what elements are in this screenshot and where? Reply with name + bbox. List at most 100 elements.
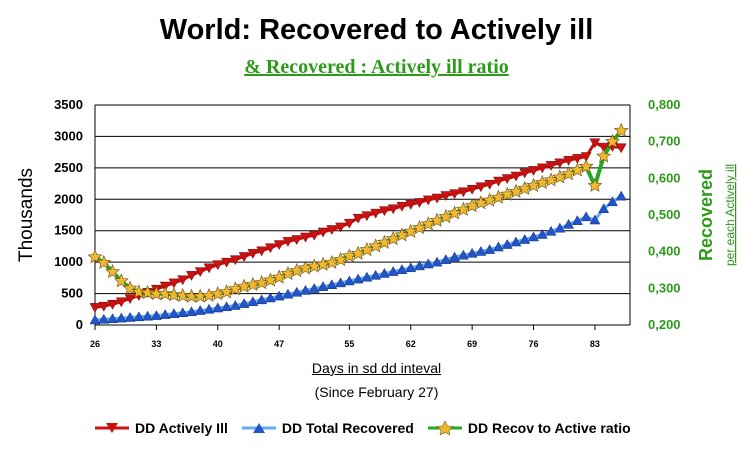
point-actively-ill	[361, 211, 373, 222]
point-actively-ill	[273, 240, 285, 251]
point-recovered	[563, 218, 575, 229]
y-tick-label-right: 0,400	[648, 244, 681, 259]
point-actively-ill	[98, 301, 110, 312]
legend-swatch-ratio	[427, 421, 462, 435]
point-actively-ill	[519, 168, 531, 179]
y-tick-label-left: 1500	[54, 223, 83, 238]
point-ratio	[403, 223, 419, 238]
point-actively-ill	[475, 182, 487, 193]
point-recovered	[89, 314, 101, 325]
point-actively-ill	[107, 300, 118, 310]
point-recovered	[107, 313, 118, 323]
y-tick-label-right: 0,600	[648, 170, 681, 185]
point-ratio	[455, 201, 471, 216]
point-ratio	[605, 133, 620, 148]
point-actively-ill	[317, 227, 329, 238]
point-actively-ill	[203, 263, 215, 274]
point-recovered	[554, 222, 566, 233]
point-recovered	[510, 236, 522, 247]
point-actively-ill	[554, 158, 566, 169]
point-recovered	[247, 296, 259, 306]
point-actively-ill	[221, 257, 232, 268]
point-recovered	[493, 241, 504, 252]
point-actively-ill	[300, 232, 311, 243]
y-axis-label-left: Thousands	[16, 168, 37, 262]
point-actively-ill	[352, 213, 364, 224]
x-axis-label: Days in sd dd inteval	[311, 360, 442, 376]
point-recovered	[414, 260, 425, 271]
point-actively-ill	[115, 297, 127, 308]
y-tick-label-right: 0,800	[648, 97, 681, 112]
point-recovered	[352, 273, 364, 284]
point-recovered	[449, 251, 461, 262]
y-tick-label-left: 0	[76, 317, 83, 332]
point-recovered	[282, 288, 294, 299]
point-actively-ill	[405, 200, 417, 210]
point-recovered	[300, 284, 311, 295]
point-ratio	[394, 227, 410, 242]
point-ratio	[587, 177, 603, 192]
point-recovered	[361, 271, 373, 282]
point-recovered	[440, 254, 452, 264]
legend-swatch-actively-ill	[95, 423, 129, 433]
point-recovered	[317, 281, 329, 291]
series-markers	[87, 122, 629, 325]
chart-subtitle: & Recovered : Actively ill ratio	[244, 56, 509, 78]
point-ratio	[368, 238, 384, 253]
y-axis-label-right: Recovered	[696, 169, 716, 261]
point-recovered	[291, 286, 303, 297]
point-actively-ill	[422, 195, 434, 206]
point-recovered	[308, 283, 320, 293]
point-actively-ill	[387, 204, 399, 215]
point-ratio	[561, 166, 577, 181]
x-tick-label: 40	[213, 339, 223, 349]
point-recovered	[115, 312, 127, 323]
legend: DD Actively Ill DD Total Recovered DD Re…	[95, 420, 645, 436]
y-tick-label-left: 2500	[54, 160, 83, 175]
point-recovered	[150, 310, 162, 320]
point-actively-ill	[536, 163, 548, 174]
point-recovered	[229, 299, 241, 310]
axes	[94, 105, 631, 330]
point-ratio	[157, 286, 173, 301]
y-tick-label-right: 0,300	[648, 280, 681, 295]
point-recovered	[571, 215, 583, 225]
point-actively-ill	[379, 206, 390, 217]
point-recovered	[273, 290, 285, 301]
point-actively-ill	[168, 278, 180, 289]
point-recovered	[589, 214, 601, 225]
point-ratio	[87, 249, 103, 264]
point-actively-ill	[414, 198, 425, 208]
y-tick-label-left: 3500	[54, 97, 83, 112]
point-recovered	[466, 247, 478, 258]
point-recovered	[607, 196, 618, 207]
chart-title: World: Recovered to Actively ill	[159, 14, 594, 46]
legend-label-recovered: DD Total Recovered	[281, 420, 414, 436]
point-ratio	[140, 284, 156, 300]
point-actively-ill	[571, 154, 583, 164]
x-tick-label: 69	[467, 339, 477, 349]
point-recovered	[528, 231, 539, 242]
point-ratio	[578, 158, 594, 173]
point-actively-ill	[212, 260, 224, 271]
point-recovered	[545, 225, 557, 236]
x-tick-label: 83	[590, 339, 600, 349]
point-recovered	[370, 269, 382, 280]
point-recovered	[580, 211, 592, 222]
point-ratio	[420, 216, 436, 231]
y-tick-label-right: 0,200	[648, 317, 681, 332]
point-ratio	[447, 205, 462, 220]
point-ratio	[359, 242, 375, 257]
point-actively-ill	[238, 252, 250, 263]
point-actively-ill	[282, 237, 294, 247]
point-recovered	[221, 301, 232, 312]
y-tick-label-left: 1000	[54, 254, 83, 269]
point-actively-ill	[615, 143, 627, 154]
point-recovered	[457, 249, 469, 260]
point-ratio	[429, 212, 445, 227]
point-recovered	[379, 267, 390, 278]
point-recovered	[203, 303, 215, 314]
point-actively-ill	[449, 189, 461, 200]
legend-item-recovered: DD Total Recovered	[241, 420, 414, 436]
